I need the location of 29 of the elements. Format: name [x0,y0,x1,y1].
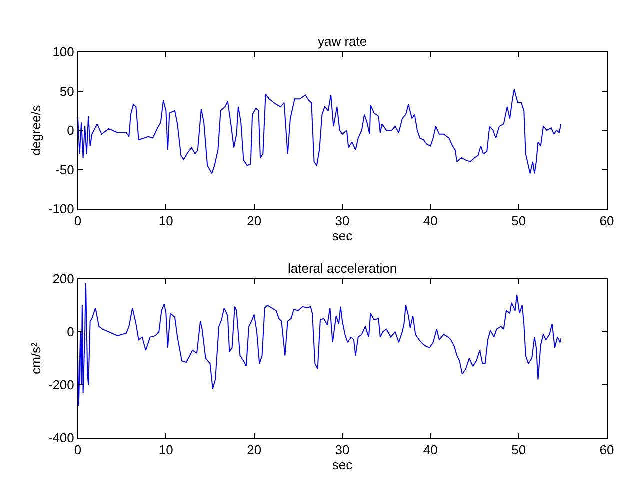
x-tick-label: 60 [600,214,614,229]
y-tick-label: 100 [52,44,74,60]
x-tick-label: 20 [247,214,262,229]
x-tick-label: 60 [600,442,614,458]
y-tick-label: -200 [48,378,74,393]
y-tick-label: 50 [60,84,74,99]
x-tick-label: 20 [247,442,262,458]
x-tick-label: 10 [158,214,174,229]
chart-title: lateral acceleration [288,261,398,276]
y-tick-label: 0 [67,123,74,138]
x-tick-label: 40 [423,442,438,458]
y-tick-label: 0 [67,324,74,340]
chart-title: yaw rate [318,34,368,49]
x-tick-label: 10 [158,442,174,458]
x-axis-title: sec [332,228,354,244]
x-tick-label: 50 [512,214,526,229]
y-axis-title: cm/s² [28,342,44,374]
y-tick-label: -50 [56,162,74,178]
y-axis-title: degree/s [28,104,44,156]
x-axis-title: sec [332,458,354,473]
x-tick-label: 30 [335,214,350,229]
x-tick-label: 30 [335,442,350,458]
x-tick-label: 50 [512,442,526,458]
y-tick-label: -400 [48,430,74,446]
line-series [78,282,562,407]
x-tick-label: 40 [423,214,438,229]
line-series [78,89,562,174]
y-tick-label: 200 [52,272,74,287]
y-tick-label: -100 [48,202,74,217]
